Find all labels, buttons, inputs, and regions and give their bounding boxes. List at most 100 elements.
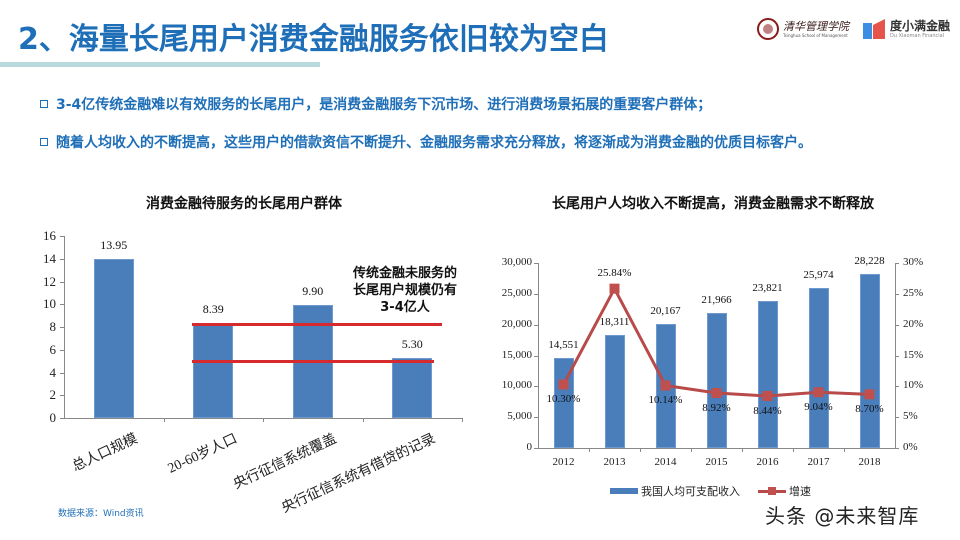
income-value-label: 18,311	[599, 316, 630, 329]
left-y-tick-label: 5,000	[507, 410, 532, 423]
y-tick-label: 6	[49, 341, 57, 357]
bullet-text: 3-4亿传统金融难以有效服务的长尾用户，是消费金融服务下沉市场、进行消费场景拓展…	[56, 97, 712, 113]
reference-line-lower	[192, 360, 434, 364]
income-bar	[655, 323, 676, 448]
x-axis	[538, 448, 895, 449]
right-y-tick-label: 20%	[903, 317, 924, 330]
bar	[392, 357, 433, 418]
y-tick	[60, 418, 64, 419]
tsinghua-name-en: Tsinghua School of Management	[782, 32, 848, 38]
right-y-tick-label: 0%	[903, 441, 918, 453]
growth-value-label: 8.44%	[753, 404, 782, 417]
growth-value-label: 10.30%	[546, 393, 581, 406]
du-xiaoman-name-en: Du Xiaoman Financial	[889, 32, 945, 39]
year-label: 2012	[552, 456, 575, 468]
y-tick-label: 2	[49, 387, 57, 403]
growth-value-label: 9.04%	[804, 401, 833, 414]
income-value-label: 20,167	[650, 304, 681, 317]
legend-item-growth: 增速	[758, 483, 811, 499]
y-tick-label: 14	[43, 250, 56, 266]
y-tick-label: 10	[43, 296, 56, 312]
income-value-label: 25,974	[803, 268, 834, 281]
right-y-tick	[895, 263, 899, 264]
left-y-tick	[534, 324, 538, 326]
income-bar	[604, 335, 625, 448]
y-tick	[60, 395, 64, 397]
page-title: 2、海量长尾用户消费金融服务依旧较为空白	[18, 22, 609, 57]
left-y-tick	[534, 417, 538, 419]
bullet-item: 随着人均收入的不断提高，这些用户的借款资信不断提升、金融服务需求充分释放，将逐渐…	[40, 132, 812, 152]
annotation-text: 传统金融未服务的 长尾用户规模仍有 3-4亿人	[340, 265, 470, 316]
year-label: 2016	[756, 456, 779, 468]
right-y-tick-label: 15%	[903, 348, 924, 361]
y-tick	[60, 327, 64, 328]
year-label: 2018	[858, 456, 881, 468]
tsinghua-logo: 清华管理学院 Tsinghua School of Management	[756, 18, 849, 40]
tsinghua-name: 清华管理学院	[782, 19, 849, 33]
growth-value-label: 8.70%	[855, 403, 884, 416]
right-y-tick	[895, 417, 899, 419]
left-y-tick	[534, 263, 538, 264]
watermark: 头条 @未来智库	[765, 504, 920, 528]
bullet-list: 3-4亿传统金融难以有效服务的长尾用户，是消费金融服务下沉市场、进行消费场景拓展…	[40, 94, 812, 170]
legend-label: 我国人均可支配收入	[641, 485, 740, 498]
right-y-tick-label: 10%	[903, 379, 924, 392]
income-bar	[757, 301, 778, 448]
annotation-line: 3-4亿人	[380, 300, 430, 315]
x-tick	[793, 448, 794, 452]
income-bar	[808, 287, 829, 448]
income-bar	[859, 273, 880, 448]
y-tick	[60, 236, 64, 237]
bar-value-label: 9.90	[302, 284, 324, 299]
growth-value-label: 10.14%	[648, 394, 683, 407]
bar-swatch-icon	[610, 488, 638, 494]
left-chart-title: 消费金融待服务的长尾用户群体	[146, 196, 342, 212]
growth-value-label: 8.92%	[702, 401, 731, 414]
income-bar	[706, 312, 727, 448]
year-label: 2015	[705, 456, 728, 468]
bar	[193, 322, 234, 418]
du-xiaoman-logo: 度小满金融 Du Xiaoman Financial	[862, 19, 950, 39]
year-label: 2013	[603, 456, 626, 468]
legend-label: 增速	[789, 485, 811, 498]
title-underline	[0, 62, 320, 67]
left-y-tick-label: 20,000	[501, 317, 532, 330]
y-tick-label: 4	[49, 364, 57, 380]
tsinghua-seal-icon	[756, 18, 779, 40]
left-y-tick	[534, 448, 538, 449]
x-tick	[462, 418, 463, 422]
checkbox-bullet-icon	[40, 100, 48, 108]
right-y-tick-label: 25%	[903, 286, 924, 299]
legend-item-income: 我国人均可支配收入	[610, 483, 740, 499]
left-y-tick	[534, 355, 538, 357]
income-value-label: 14,551	[548, 339, 579, 352]
year-label: 2014	[654, 456, 677, 468]
right-y-tick	[895, 355, 899, 357]
checkbox-bullet-icon	[40, 138, 48, 146]
left-y-tick-label: 30,000	[501, 256, 532, 268]
bar	[93, 259, 134, 418]
line-marker-icon	[758, 486, 786, 495]
year-label: 2017	[807, 456, 830, 468]
right-chart-title: 长尾用户人均收入不断提高，消费金融需求不断释放	[552, 196, 874, 212]
y-tick	[60, 304, 64, 306]
bar-value-label: 5.30	[401, 336, 423, 351]
reference-line-upper	[192, 322, 442, 326]
x-tick	[844, 448, 845, 452]
data-source: 数据来源：Wind资讯	[58, 509, 144, 519]
x-tick	[163, 418, 165, 422]
income-value-label: 21,966	[701, 293, 732, 306]
right-y-tick	[895, 386, 899, 388]
y-tick-label: 8	[49, 319, 57, 334]
du-xiaoman-mark-icon	[862, 19, 885, 39]
y-tick-label: 16	[43, 228, 56, 243]
right-y-tick	[895, 448, 899, 449]
left-y-tick-label: 0	[526, 441, 533, 453]
left-y-axis	[538, 263, 539, 448]
y-tick-label: 0	[49, 410, 57, 425]
bar-value-label: 13.95	[100, 238, 128, 253]
x-tick	[742, 448, 743, 452]
growth-value-label: 25.84%	[597, 266, 632, 279]
y-tick-label: 12	[43, 273, 56, 289]
right-y-tick-label: 30%	[903, 256, 924, 268]
